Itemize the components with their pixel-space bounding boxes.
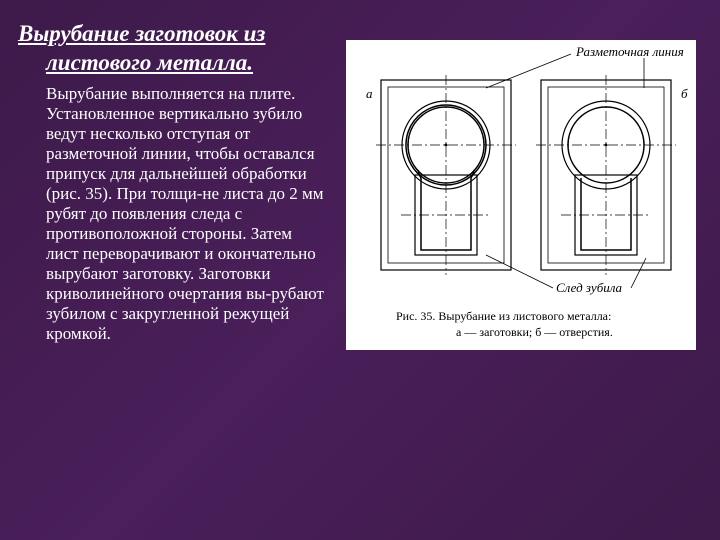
caption-line-2: а — заготовки; б — отверстия. — [456, 325, 613, 339]
annotation-bottom: След зубила — [556, 280, 623, 295]
annotation-top: Разметочная линия — [575, 44, 684, 59]
figure-frame: Разметочная линия а б — [346, 40, 696, 350]
panel-a — [376, 75, 516, 275]
panel-b — [536, 75, 676, 275]
figure-column: Разметочная линия а б — [340, 20, 702, 350]
title-line-1: Вырубание заготовок из — [18, 21, 265, 46]
body-text: Вырубание выполняется на плите. Установл… — [18, 84, 328, 345]
label-a: а — [366, 86, 373, 101]
label-b: б — [681, 86, 688, 101]
text-column: Вырубание заготовок из листового металла… — [18, 20, 328, 350]
slide-title: Вырубание заготовок из листового металла… — [18, 20, 328, 78]
caption-line-1: Рис. 35. Вырубание из листового металла: — [396, 309, 611, 323]
title-line-2: листового металла. — [18, 50, 253, 75]
figure-svg: Разметочная линия а б — [346, 40, 696, 350]
